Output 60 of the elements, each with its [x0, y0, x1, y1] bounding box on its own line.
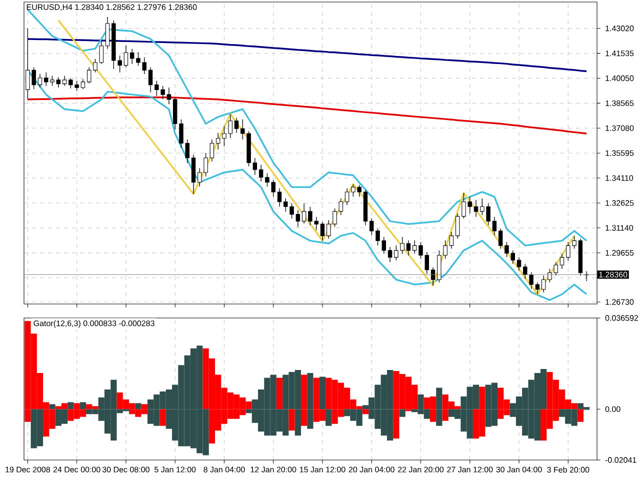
candlestick	[62, 75, 67, 86]
candlestick	[38, 74, 42, 88]
y-tick-label: -0.02041	[605, 457, 636, 463]
candlestick	[344, 188, 350, 206]
candlestick	[258, 164, 264, 182]
candlestick	[430, 266, 436, 286]
bar	[326, 409, 332, 426]
y-tick-label: 0.036592	[605, 315, 638, 321]
candlestick	[516, 256, 522, 271]
candlestick	[320, 222, 325, 242]
candlestick	[166, 87, 172, 105]
candlestick	[541, 275, 546, 293]
y-tick-label: 1.37080	[606, 125, 634, 131]
candlestick	[124, 45, 128, 68]
y-tick-label: 1.41535	[606, 50, 634, 56]
candlestick	[535, 282, 540, 295]
candlestick	[406, 240, 411, 256]
candlestick	[105, 16, 110, 50]
candlestick	[252, 158, 258, 176]
y-tick-label: 1.40050	[606, 75, 634, 82]
x-tick-label: 3 Feb 20:00	[547, 466, 590, 473]
y-tick-label: 0.00	[605, 406, 620, 412]
candlestick	[80, 78, 86, 90]
x-tick-label: 24 Dec 00:00	[53, 466, 100, 472]
chart-title: EURUSD,H4 1.28340 1.28562 1.27976 1.28360	[26, 4, 197, 11]
candlestick	[529, 272, 534, 290]
x-tick-label: 8 Jan 04:00	[204, 466, 245, 472]
y-tick-label: 1.32625	[606, 200, 634, 206]
x-tick-label: 20 Jan 04:00	[348, 466, 394, 472]
y-tick-label: 1.43020	[606, 26, 634, 32]
y-tick-label: 1.26730	[606, 299, 634, 305]
y-tick-label: 1.29655	[606, 250, 634, 256]
candlestick	[560, 253, 564, 270]
x-tick-label: 22 Jan 20:00	[398, 466, 444, 472]
x-tick-label: 30 Jan 04:00	[496, 466, 542, 472]
y-tick-label: 1.34110	[606, 175, 634, 181]
bar	[276, 378, 283, 410]
candlestick	[234, 117, 239, 134]
candlestick	[523, 264, 528, 280]
y-tick-label: 1.38565	[606, 100, 634, 106]
candlestick	[277, 188, 282, 208]
candlestick	[449, 232, 454, 250]
bar	[399, 409, 406, 417]
candlestick	[302, 203, 306, 224]
candlestick	[216, 132, 220, 150]
y-tick-label: 1.35595	[606, 150, 634, 156]
x-tick-label: 27 Jan 12:00	[447, 466, 493, 472]
candlestick	[492, 216, 497, 236]
x-tick-label: 12 Jan 20:00	[250, 466, 296, 472]
x-tick-label: 30 Dec 08:00	[102, 466, 150, 472]
y-tick-label: 1.31140	[606, 225, 634, 231]
x-tick-label: 19 Dec 2008	[6, 466, 50, 472]
candlestick	[474, 200, 478, 218]
ref-line-label: 1.28360	[599, 272, 628, 278]
candlestick	[148, 67, 153, 93]
candlestick	[388, 246, 392, 263]
candlestick	[210, 139, 214, 162]
x-tick-label: 15 Jan 12:00	[300, 466, 346, 472]
x-tick-label: 5 Jan 12:00	[154, 466, 196, 472]
chart-title: Gator(12,6,3) 0.000833 -0.000283	[34, 320, 154, 328]
